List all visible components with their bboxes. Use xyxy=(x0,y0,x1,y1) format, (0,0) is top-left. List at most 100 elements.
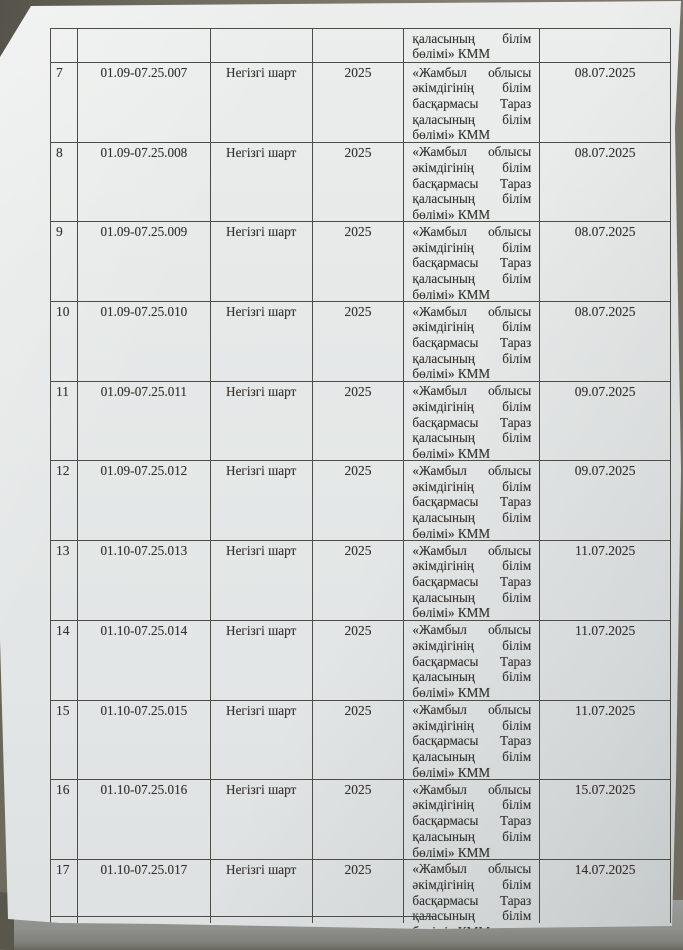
org-line: басқармасы Тараз xyxy=(412,96,531,112)
table-bottom-border xyxy=(51,916,435,917)
org-word: Тараз xyxy=(499,892,532,908)
organization-text: «Жамбыл облысы әкімдігінің білім басқармасы Т… xyxy=(412,383,531,460)
org-line: қаласының білім xyxy=(412,908,531,924)
org-word: облысы xyxy=(488,702,532,717)
registration-date: 11.07.2025 xyxy=(540,620,671,700)
organization-cell: «Жамбыл облысы әкімдігінің білім басқармасы Т… xyxy=(404,461,541,541)
contract-number: 01.09-07.25.007 xyxy=(78,63,211,142)
table-row: 12 01.09-07.25.012 Негізгі шарт 2025 «Жамбыл… xyxy=(51,460,671,541)
org-word: облысы xyxy=(488,303,532,319)
registration-date: 08.07.2025 xyxy=(540,142,671,222)
org-word: білім xyxy=(502,159,532,175)
row-number: 10 xyxy=(51,302,78,381)
org-word: қаласының xyxy=(412,510,475,526)
org-word: облысы xyxy=(488,861,532,877)
organization-cell: «Жамбыл облысы әкімдігінің білім басқармасы Т… xyxy=(404,859,541,929)
contract-number: 01.10-07.25.016 xyxy=(78,780,211,859)
organization-cell: «Жамбыл облысы әкімдігінің білім басқармасы Т… xyxy=(404,780,541,859)
org-word: әкімдігінің xyxy=(412,877,474,893)
org-line: қаласының білім xyxy=(412,829,531,845)
org-word: әкімдігінің xyxy=(412,558,474,574)
org-word: облысы xyxy=(488,622,532,638)
contract-year: 2025 xyxy=(313,142,405,222)
org-line: бөлімі» КММ xyxy=(412,685,491,700)
org-word: басқармасы xyxy=(412,733,479,749)
organization-text: «Жамбыл облысы әкімдігінің білім басқармасы Т… xyxy=(412,144,531,221)
org-word: Тараз xyxy=(499,813,532,829)
org-word: «Жамбыл xyxy=(412,861,467,877)
org-line: басқармасы Тараз xyxy=(412,335,531,351)
contract-year: 2025 xyxy=(313,541,405,620)
org-line: «Жамбыл облысы xyxy=(412,702,531,718)
org-line: бөлімі» КММ xyxy=(412,366,491,381)
col-year xyxy=(313,29,405,62)
org-word: қаласының xyxy=(412,270,475,286)
table-row: 14 01.10-07.25.014 Негізгі шарт 2025 «Жамбыл… xyxy=(51,619,671,700)
registration-date: 09.07.2025 xyxy=(540,461,671,541)
contract-year: 2025 xyxy=(313,63,405,142)
organization-text: «Жамбыл облысы әкімдігінің білім басқармасы Т… xyxy=(412,782,531,859)
contract-number: 01.10-07.25.017 xyxy=(78,859,211,923)
org-word: білім xyxy=(502,239,532,255)
contract-year: 2025 xyxy=(313,222,405,302)
contract-number: 01.09-07.25.009 xyxy=(78,222,211,302)
org-word: басқармасы xyxy=(412,892,479,908)
contract-year: 2025 xyxy=(313,381,405,461)
contract-year: 2025 xyxy=(313,620,405,700)
registration-date: 11.07.2025 xyxy=(540,541,671,620)
organization-text: «Жамбыл облысы әкімдігінің білім басқармасы Т… xyxy=(412,702,531,779)
org-line: әкімдігінің білім xyxy=(412,558,531,574)
org-line: басқармасы Тараз xyxy=(412,574,531,590)
org-word: «Жамбыл xyxy=(412,383,467,399)
org-word: Тараз xyxy=(499,414,532,430)
org-line: әкімдігінің білім xyxy=(412,797,531,813)
contract-number: 01.10-07.25.014 xyxy=(78,620,211,700)
org-word: білім xyxy=(502,319,532,335)
org-word: облысы xyxy=(488,781,532,797)
contract-type: Негізгі шарт xyxy=(211,620,313,700)
org-word: басқармасы xyxy=(412,494,479,510)
org-word: басқармасы xyxy=(412,334,479,350)
org-word: білім xyxy=(502,749,532,765)
org-word: білім xyxy=(502,797,532,813)
org-word: білім xyxy=(502,558,532,574)
org-line: әкімдігінің білім xyxy=(412,319,531,335)
organization-text: «Жамбыл облысы әкімдігінің білім басқармасы Т… xyxy=(412,224,531,301)
organization-text: «Жамбыл облысы әкімдігінің білім басқармасы Т… xyxy=(412,65,531,142)
org-word: әкімдігінің xyxy=(412,239,474,255)
org-line: бөлімі» КММ xyxy=(412,286,491,302)
org-line: «Жамбыл облысы xyxy=(412,463,531,479)
org-word: қаласының xyxy=(412,828,475,844)
col-organization: қаласының білім бөлімі» КММ xyxy=(404,29,541,62)
org-word: басқармасы xyxy=(412,175,479,191)
row-number: 7 xyxy=(51,63,78,142)
org-line: басқармасы Тараз xyxy=(412,176,531,192)
organization-cell: «Жамбыл облысы әкімдігінің білім басқармасы Т… xyxy=(404,700,541,780)
contracts-table: қаласының білім бөлімі» КММ 7 01.09-07.25.00… xyxy=(50,28,671,929)
org-word: қаласының xyxy=(412,350,475,366)
org-word: Тараз xyxy=(499,653,532,669)
org-word: білім xyxy=(502,350,532,366)
org-word: «Жамбыл xyxy=(412,781,467,797)
row-number: 8 xyxy=(51,142,78,222)
row-number: 17 xyxy=(51,859,78,923)
organization-text: «Жамбыл облысы әкімдігінің білім басқармасы Т… xyxy=(412,622,531,699)
contract-type: Негізгі шарт xyxy=(211,461,313,541)
org-word: әкімдігінің xyxy=(412,80,474,96)
org-word: қаласының xyxy=(412,30,475,46)
org-word: әкімдігінің xyxy=(412,159,474,175)
contract-type: Негізгі шарт xyxy=(211,222,313,302)
org-line: әкімдігінің білім xyxy=(412,718,531,734)
row-number: 13 xyxy=(51,541,78,620)
row-number: 9 xyxy=(51,222,78,302)
org-line: әкімдігінің білім xyxy=(412,240,531,256)
org-line: «Жамбыл облысы xyxy=(412,861,531,877)
contract-year: 2025 xyxy=(313,780,405,859)
org-word: «Жамбыл xyxy=(412,144,467,160)
org-line: «Жамбыл облысы xyxy=(412,383,531,399)
org-line: басқармасы Тараз xyxy=(412,255,531,271)
org-line: қаласының білім xyxy=(412,271,531,287)
org-line: қаласының білім xyxy=(412,510,531,526)
org-word: «Жамбыл xyxy=(412,702,467,717)
org-word: Тараз xyxy=(499,574,532,590)
